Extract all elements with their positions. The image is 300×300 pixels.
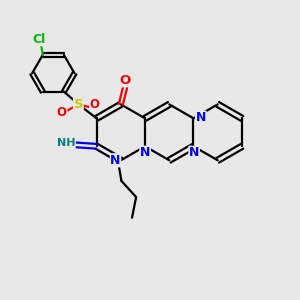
Text: O: O — [57, 106, 67, 119]
Text: N: N — [110, 154, 121, 167]
Text: O: O — [120, 74, 131, 87]
Text: Cl: Cl — [32, 32, 46, 46]
Text: S: S — [74, 98, 83, 111]
Text: N: N — [189, 146, 199, 159]
Text: NH: NH — [57, 138, 75, 148]
Text: N: N — [196, 111, 206, 124]
Text: N: N — [140, 146, 150, 159]
Text: O: O — [90, 98, 100, 111]
